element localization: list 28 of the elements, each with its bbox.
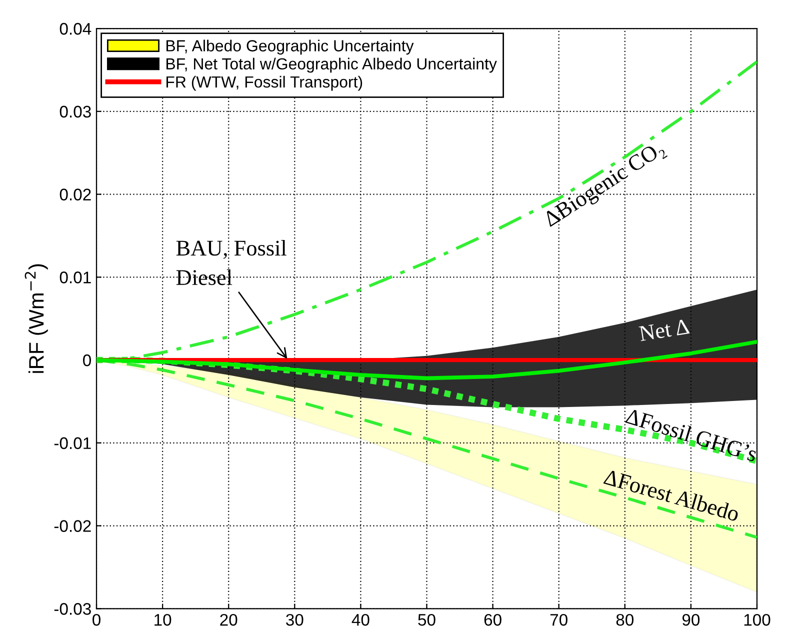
y-tick-label: -0.01 xyxy=(54,437,91,450)
y-axis-title: iRF (Wm$^{−2}$) xyxy=(24,264,48,373)
x-tick-label: 60 xyxy=(484,614,502,626)
x-tick-label: 80 xyxy=(616,614,634,626)
x-tick-label: 0 xyxy=(92,614,100,626)
line-series xyxy=(96,340,757,380)
x-tick-label: 50 xyxy=(418,614,436,626)
x-tick-label: 20 xyxy=(220,614,238,626)
y-tick-label: 0.04 xyxy=(60,22,92,35)
legend-label: BF, Net Total w/Geographic Albedo Uncertainty xyxy=(166,58,497,73)
x-tick-label: 70 xyxy=(550,614,568,626)
y-tick-label: 0.01 xyxy=(60,272,91,284)
x-tick-label: 100 xyxy=(744,614,770,626)
y-tick-label: -0.02 xyxy=(54,520,91,532)
y-tick-label: 0 xyxy=(83,354,91,366)
legend-label: FR (WTW, Fossil Transport) xyxy=(166,76,362,91)
annotation: BAU, Fossil Diesel xyxy=(176,240,286,286)
annotation: ΔForest Albedo xyxy=(603,468,740,522)
annotation: Net Δ xyxy=(638,318,690,342)
legend-label: BF, Albedo Geographic Uncertainty xyxy=(166,40,414,55)
x-tick-label: 90 xyxy=(682,614,700,626)
x-tick-label: 10 xyxy=(154,614,172,626)
x-tick-label: 30 xyxy=(286,614,304,626)
y-tick-label: -0.03 xyxy=(54,603,91,615)
annotation: ΔFossil GHG’s xyxy=(625,408,758,462)
y-tick-label: 0.03 xyxy=(60,106,91,118)
x-tick-label: 40 xyxy=(352,614,370,626)
y-tick-label: 0.02 xyxy=(60,188,91,200)
